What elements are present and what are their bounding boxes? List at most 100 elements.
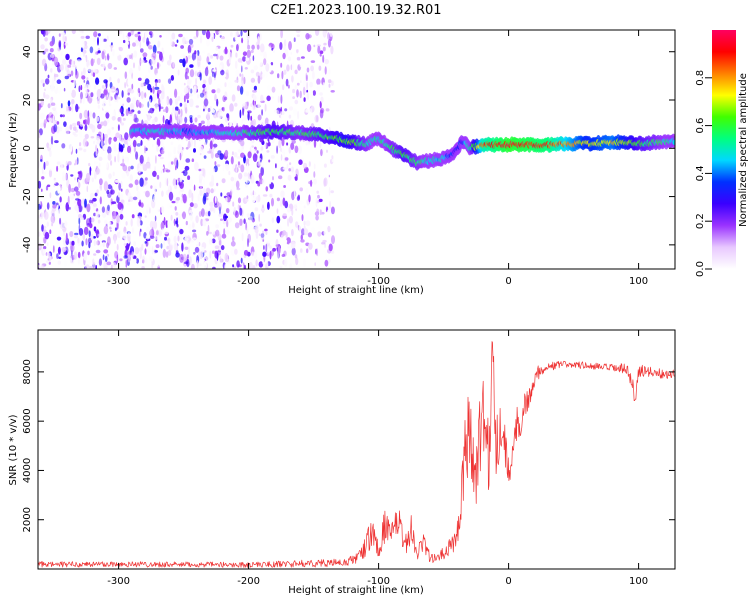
spectrogram-noise-speck [71,59,74,68]
spectrogram-noise-speck [132,113,135,120]
spectrogram-noise-speck [216,164,221,167]
spectrogram-noise-speck [251,194,256,203]
spectrogram-noise-speck [114,179,120,183]
spectrogram-noise-speck [303,97,306,102]
spectrogram-noise-speck [214,245,220,249]
spectrogram-noise-speck [70,187,76,193]
spectrogram-noise-speck [54,224,56,231]
spectrogram-noise-speck [40,112,45,120]
spectrogram-noise-speck [233,152,238,158]
spectrogram-noise-speck [55,241,60,244]
spectrogram-noise-speck [288,147,292,154]
spectrogram-noise-speck [291,247,296,256]
spectrogram-noise-speck [146,204,150,211]
spectrogram-noise-speck [119,108,123,113]
spectrogram-noise-speck [265,161,268,166]
spectrogram-noise-speck [234,102,238,107]
spectrogram-noise-speck [40,69,43,79]
spectrogram-noise-speck [85,35,90,39]
spectrogram-noise-speck [279,199,283,208]
spectrogram-noise-speck [259,60,263,66]
spectrogram-noise-speck [243,172,248,177]
spectrogram-noise-speck [131,214,135,219]
spectrogram-noise-speck [95,77,100,85]
spectrogram-noise-speck [183,165,185,169]
spectrogram-noise-speck [60,51,63,56]
spectrogram-noise-speck [259,223,262,227]
spectrogram-noise-speck [102,61,106,69]
spectrogram-noise-speck [182,211,186,220]
spectrogram-noise-speck [282,52,286,60]
spectrogram-noise-speck [135,151,139,160]
spectrogram-noise-speck [184,234,187,238]
spectrogram-noise-speck [116,214,120,224]
spectrogram-noise-speck [276,229,279,233]
spectrogram-noise-speck [169,151,172,158]
spectrogram-noise-speck [101,39,105,49]
spectrogram-noise-speck [243,218,246,224]
spectrogram-noise-speck [253,65,258,71]
spectrogram-noise-speck [282,167,288,170]
spectrogram-noise-speck [218,213,223,217]
spectrogram-noise-speck [165,72,169,78]
spectrogram-noise-speck [44,88,46,92]
spectrogram-noise-speck [117,201,123,210]
spectrogram-noise-speck [43,248,46,255]
spectrogram-noise-speck [251,44,255,50]
spectrogram-noise-speck [179,228,184,235]
spectrogram-noise-speck [53,179,57,185]
snr-panel: -300 -200 -100 0 100 2000 4000 6000 8000 Height… [8,329,676,596]
spectrogram-noise-speck [193,203,198,209]
spectrogram-x-tick-label: -100 [367,276,390,287]
spectrogram-noise-speck [157,40,161,48]
spectrogram-noise-speck [182,58,186,68]
spectrogram-noise-speck [260,232,265,241]
spectrogram-noise-speck [296,181,301,190]
spectrogram-noise-speck [65,202,70,212]
spectrogram-noise-speck [192,237,197,240]
spectrogram-noise-speck [59,217,62,225]
spectrogram-noise-speck [219,48,223,53]
spectrogram-noise-speck [328,157,330,166]
spectrogram-noise-speck [255,224,259,231]
spectrogram-noise-speck [194,246,200,253]
spectrogram-noise-speck [43,91,46,99]
spectrogram-noise-speck [188,93,193,97]
spectrogram-noise-speck [180,45,185,49]
spectrogram-noise-speck [207,150,212,154]
spectrogram-noise-speck [302,86,306,96]
spectrogram-noise-speck [306,89,309,93]
spectrogram-noise-speck [93,140,95,145]
spectrogram-noise-speck [108,103,112,107]
spectrogram-noise-speck [93,226,97,232]
spectrogram-noise-speck [119,116,122,124]
spectrogram-noise-speck [212,229,216,235]
spectrogram-noise-speck [98,156,103,161]
spectrogram-noise-speck [124,71,128,79]
spectrogram-noise-speck [78,224,81,232]
spectrogram-noise-speck [128,183,133,188]
spectrogram-noise-speck [313,178,317,185]
spectrogram-noise-speck [285,78,289,87]
spectrogram-noise-speck [280,190,285,198]
spectrogram-noise-speck [329,30,333,38]
spectrogram-noise-speck [193,59,196,69]
spectrogram-noise-speck [49,166,53,171]
spectrogram-noise-speck [135,209,139,216]
spectrogram-noise-speck [305,33,310,40]
spectrogram-noise-speck [224,46,228,55]
spectrogram-noise-speck [282,239,288,244]
spectrogram-noise-speck [100,139,104,147]
spectrogram-noise-speck [44,231,50,240]
spectrogram-noise-speck [56,79,62,84]
spectrogram-noise-speck [122,235,127,239]
spectrogram-noise-speck [294,84,298,90]
spectrogram-noise-speck [281,137,285,147]
spectrogram-noise-speck [306,67,310,73]
spectrogram-noise-speck [259,159,262,163]
spectrogram-noise-speck [285,231,288,239]
spectrogram-noise-speck [175,165,177,171]
spectrogram-noise-speck [301,214,304,222]
spectrogram-noise-speck [60,32,66,36]
spectrogram-noise-speck [243,76,246,85]
